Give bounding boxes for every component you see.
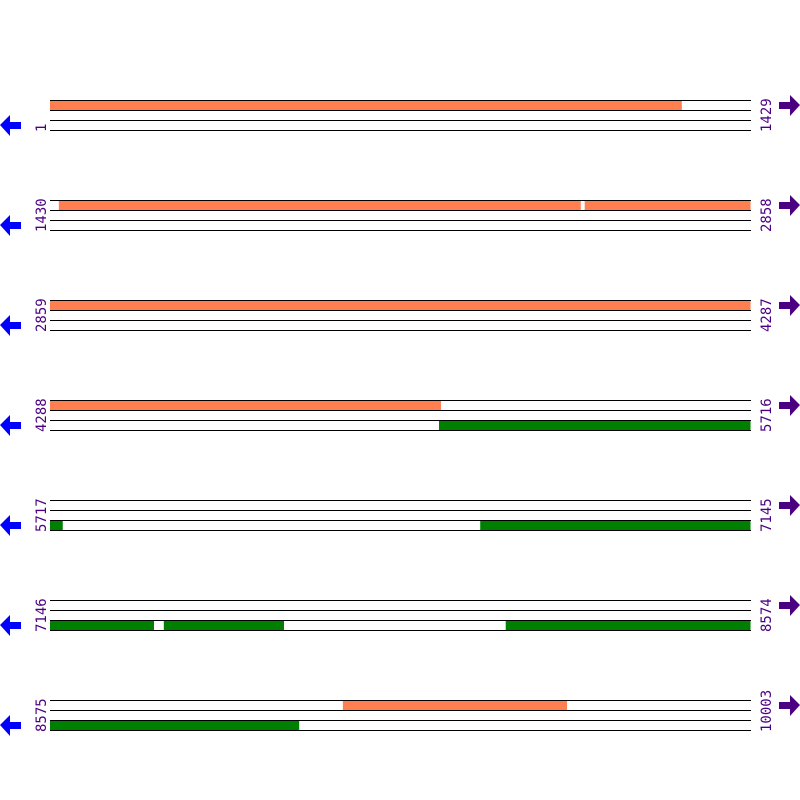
row-start-label: 8575 — [34, 698, 50, 732]
row-start-label: 1430 — [34, 198, 50, 232]
arrow-right-icon[interactable] — [779, 95, 800, 116]
row-end-label: 10003 — [759, 690, 775, 732]
forward-feature — [584, 200, 751, 210]
row-end-label: 2858 — [759, 198, 775, 232]
arrow-left-icon[interactable] — [0, 515, 21, 536]
arrow-left-icon[interactable] — [0, 415, 21, 436]
forward-feature — [50, 100, 682, 110]
arrow-right-icon[interactable] — [779, 495, 800, 516]
row-end-label: 1429 — [759, 98, 775, 132]
sequence-row: 4288 5716 — [0, 395, 800, 436]
row-start-label: 4288 — [34, 398, 50, 432]
sequence-row: 2859 4287 — [0, 295, 800, 336]
forward-feature — [342, 700, 568, 710]
arrow-right-icon[interactable] — [779, 195, 800, 216]
row-start-label: 2859 — [34, 298, 50, 332]
arrow-right-icon[interactable] — [779, 695, 800, 716]
row-start-label: 7146 — [34, 598, 50, 632]
arrow-left-icon[interactable] — [0, 115, 21, 136]
arrow-left-icon[interactable] — [0, 215, 21, 236]
arrow-left-icon[interactable] — [0, 315, 21, 336]
sequence-row: 8575 10003 — [0, 690, 800, 736]
row-end-label: 4287 — [759, 298, 775, 332]
reverse-feature — [480, 520, 751, 530]
sequence-row: 7146 8574 — [0, 595, 800, 636]
row-end-label: 5716 — [759, 398, 775, 432]
row-end-label: 7145 — [759, 498, 775, 532]
reverse-feature — [505, 620, 751, 630]
arrow-right-icon[interactable] — [779, 395, 800, 416]
reverse-feature — [439, 420, 751, 430]
forward-feature — [50, 400, 441, 410]
sequence-row: 1 1429 — [0, 95, 800, 136]
arrow-right-icon[interactable] — [779, 295, 800, 316]
reverse-feature — [50, 720, 300, 730]
reverse-feature — [50, 520, 63, 530]
forward-feature — [58, 200, 581, 210]
sequence-row: 5717 7145 — [0, 495, 800, 536]
row-start-label: 1 — [34, 124, 50, 132]
sequence-row: 1430 2858 — [0, 195, 800, 236]
reverse-feature — [163, 620, 284, 630]
arrow-left-icon[interactable] — [0, 715, 21, 736]
arrow-left-icon[interactable] — [0, 615, 21, 636]
forward-feature — [50, 300, 751, 310]
reverse-feature — [50, 620, 154, 630]
row-end-label: 8574 — [759, 598, 775, 632]
row-start-label: 5717 — [34, 498, 50, 532]
arrow-right-icon[interactable] — [779, 595, 800, 616]
